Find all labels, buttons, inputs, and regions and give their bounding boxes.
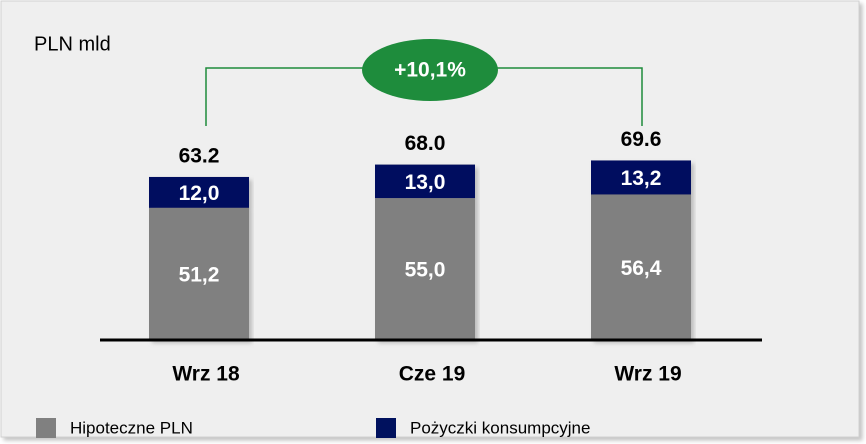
value-label: 12,0 — [179, 182, 220, 205]
annotation-bubble — [362, 39, 498, 101]
value-label: 55,0 — [405, 259, 446, 282]
annotation: +10,1% — [394, 59, 466, 82]
bar-segment — [375, 198, 475, 340]
total-label: 68.0 — [405, 132, 446, 155]
value-label: 13,0 — [405, 171, 446, 194]
legend-label: Pożyczki konsumpcyjne — [410, 418, 590, 437]
bar-segment — [149, 207, 249, 340]
x-tick-label: Wrz 18 — [172, 363, 240, 386]
bar-segment — [149, 176, 249, 208]
bar-segment — [591, 194, 691, 340]
bar-segment — [375, 164, 475, 199]
legend-swatch — [36, 418, 56, 438]
value-label: 56,4 — [621, 257, 662, 280]
x-tick-label: Cze 19 — [399, 363, 466, 386]
total-label: 69.6 — [621, 128, 662, 151]
value-label: 13,2 — [621, 167, 662, 190]
bar-segment — [591, 160, 691, 195]
bar-stack — [149, 176, 249, 340]
bar-stack — [591, 160, 691, 340]
total-label: 63.2 — [179, 144, 220, 167]
legend-swatch — [376, 418, 396, 438]
x-tick-label: Wrz 19 — [614, 363, 681, 386]
value-label: 51,2 — [179, 263, 220, 286]
bar-stack — [375, 164, 475, 340]
unit-label: PLN mld — [34, 33, 111, 55]
legend-label: Hipoteczne PLN — [70, 418, 193, 437]
